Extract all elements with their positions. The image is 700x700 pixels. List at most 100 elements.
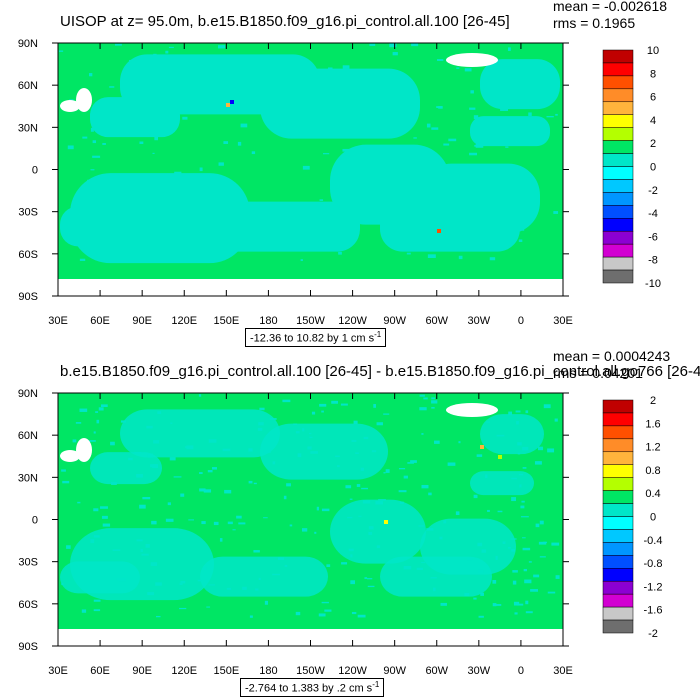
speckle xyxy=(335,455,340,457)
speckle xyxy=(368,526,374,530)
colorbar-swatch xyxy=(602,619,634,634)
colorbar-swatch xyxy=(602,438,634,453)
speckle xyxy=(294,129,302,131)
colorbar-label: -1.6 xyxy=(644,605,663,617)
colorbar-swatch xyxy=(602,269,634,284)
speckle xyxy=(90,127,94,132)
speckle xyxy=(555,575,560,579)
speckle xyxy=(344,107,350,111)
speckle xyxy=(522,467,527,469)
y-tick-label: 90N xyxy=(18,388,38,400)
colorbar-label: -10 xyxy=(645,278,661,290)
speckle xyxy=(530,589,538,592)
speckle xyxy=(72,439,77,443)
speckle xyxy=(360,467,364,471)
speckle xyxy=(274,103,278,106)
x-tick-label: 120E xyxy=(171,315,197,327)
speckle xyxy=(89,73,93,77)
speckle xyxy=(358,515,362,517)
speckle xyxy=(555,113,558,116)
speckle xyxy=(428,492,432,496)
plot-panel-top: UISOP at z= 95.0m, b.e15.B1850.f09_g16.p… xyxy=(18,0,667,347)
colorbar-swatch xyxy=(602,412,634,427)
speckle xyxy=(155,582,162,586)
cyan-region xyxy=(120,409,280,458)
speckle xyxy=(515,410,521,413)
speckle xyxy=(313,108,320,112)
cyan-region xyxy=(60,561,140,594)
speckle xyxy=(388,104,397,108)
speckle xyxy=(367,578,373,580)
speckle xyxy=(156,615,161,618)
y-tick-label: 30S xyxy=(18,207,38,219)
speckle xyxy=(238,522,246,525)
speckle xyxy=(284,564,288,567)
speckle xyxy=(328,67,333,72)
colorbar-label: 6 xyxy=(650,92,656,104)
colorbar-swatch xyxy=(602,243,634,258)
y-tick-label: 60S xyxy=(18,599,38,611)
speckle xyxy=(201,521,206,525)
speckle xyxy=(58,50,64,52)
speckle xyxy=(242,586,247,590)
speckle xyxy=(61,469,66,472)
speckle xyxy=(511,548,516,552)
speckle xyxy=(249,222,253,226)
speckle xyxy=(188,519,195,521)
speckle xyxy=(517,442,522,446)
speckle xyxy=(547,448,555,453)
speckle xyxy=(93,535,100,538)
speckle xyxy=(258,422,264,426)
speckle xyxy=(223,141,229,144)
speckle xyxy=(152,152,155,154)
missing-region xyxy=(446,53,498,67)
speckle xyxy=(464,68,472,72)
speckle xyxy=(313,131,321,134)
speckle xyxy=(128,457,133,461)
speckle xyxy=(199,167,203,172)
speckle xyxy=(81,609,87,613)
speckle xyxy=(137,241,140,244)
missing-region xyxy=(446,403,498,417)
missing-region xyxy=(76,88,92,112)
speckle xyxy=(302,165,310,170)
speckle xyxy=(439,536,443,540)
colorbar-swatch xyxy=(602,101,634,115)
speckle xyxy=(437,59,444,61)
speckle xyxy=(341,562,348,565)
contour-range-label: -12.36 to 10.82 by 1 cm s-1 xyxy=(245,328,387,347)
speckle xyxy=(319,199,324,201)
speckle xyxy=(553,211,559,214)
speckle xyxy=(102,143,106,145)
speckle xyxy=(366,70,370,74)
speckle xyxy=(502,541,506,544)
cyan-region xyxy=(480,414,544,455)
colorbar-swatch xyxy=(602,529,634,543)
speckle xyxy=(430,577,437,579)
x-tick-label: 120W xyxy=(338,315,367,327)
speckle xyxy=(93,599,101,602)
speckle xyxy=(90,169,95,171)
colorbar-swatch xyxy=(602,256,634,271)
speckle xyxy=(118,578,126,582)
hotspot xyxy=(230,100,234,104)
speckle xyxy=(492,580,497,584)
speckle xyxy=(539,556,546,558)
speckle xyxy=(208,439,217,443)
speckle xyxy=(208,256,215,260)
colorbar-swatch xyxy=(602,606,634,621)
speckle xyxy=(542,541,547,544)
speckle xyxy=(539,520,544,525)
hotspot xyxy=(437,229,441,233)
speckle xyxy=(443,520,447,524)
speckle xyxy=(512,580,517,585)
speckle xyxy=(139,253,143,258)
speckle xyxy=(168,46,174,49)
contour-range-label: -2.764 to 1.383 by .2 cm s-1 xyxy=(240,678,385,697)
speckle xyxy=(371,450,377,453)
x-tick-label: 60E xyxy=(90,665,110,677)
speckle xyxy=(345,85,348,88)
speckle xyxy=(222,448,231,452)
hotspot xyxy=(498,455,502,459)
colorbar-swatch xyxy=(602,114,634,128)
